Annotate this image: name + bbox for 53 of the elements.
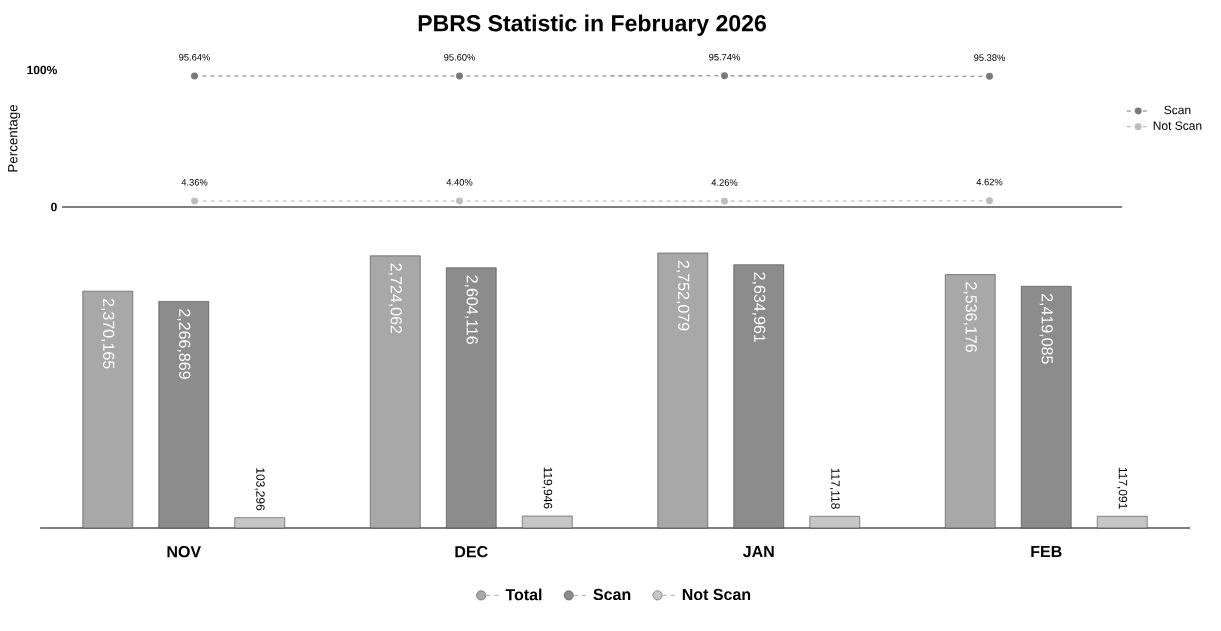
data-label: 117,091 [1117,467,1128,509]
bar [445,267,497,529]
point [191,72,198,80]
data-label: 95.60% [444,54,475,61]
legend-label: Total [505,588,542,601]
y-tick-label: 100% [27,65,57,75]
data-label: 2,604,116 [464,275,478,344]
data-label: 103,296 [254,468,265,511]
data-label: 2,634,961 [752,272,766,343]
data-label: 119,946 [542,467,553,509]
data-label: 4.36% [181,179,208,186]
point [721,197,728,205]
data-label: 95.74% [709,53,740,61]
bar [234,517,286,529]
data-label: 95.64% [179,53,210,61]
point [191,197,198,205]
data-label: 2,370,165 [101,298,115,369]
bar [657,252,709,529]
bar [521,515,573,529]
point [986,72,993,80]
data-label: 2,266,869 [177,309,191,379]
data-label: 2,752,079 [676,260,690,331]
y-axis-title: Percentage [8,105,21,172]
point [456,72,463,80]
chart-title: PBRS Statistic in February 2026 [418,14,766,36]
x-tick-label: DEC [455,546,488,558]
legend-label: Not Scan [1153,121,1202,130]
legend-label: Not Scan [682,588,751,601]
bar [82,290,134,529]
data-label: 4.62% [976,178,1003,186]
y-tick-label: 0 [51,202,57,212]
bar [944,274,996,529]
bar [369,255,421,529]
data-label: 2,536,176 [963,282,977,352]
data-label: 2,724,062 [388,263,402,334]
bar [158,301,210,529]
data-label: 95.38% [974,54,1005,61]
x-tick-label: NOV [167,546,201,558]
data-label: 4.26% [711,179,738,186]
point [456,197,463,205]
bar [1096,516,1148,529]
legend-label: Scan [593,588,631,601]
bar [1020,285,1072,529]
bar [809,516,861,529]
point [986,197,993,205]
x-tick-label: JAN [743,546,774,558]
point [721,72,728,80]
data-label: 4.40% [446,178,473,186]
bar [733,264,785,529]
data-label: 2,419,085 [1039,293,1053,364]
x-tick-label: FEB [1031,546,1062,558]
data-label: 117,118 [829,468,840,509]
legend-label: Scan [1164,105,1191,115]
